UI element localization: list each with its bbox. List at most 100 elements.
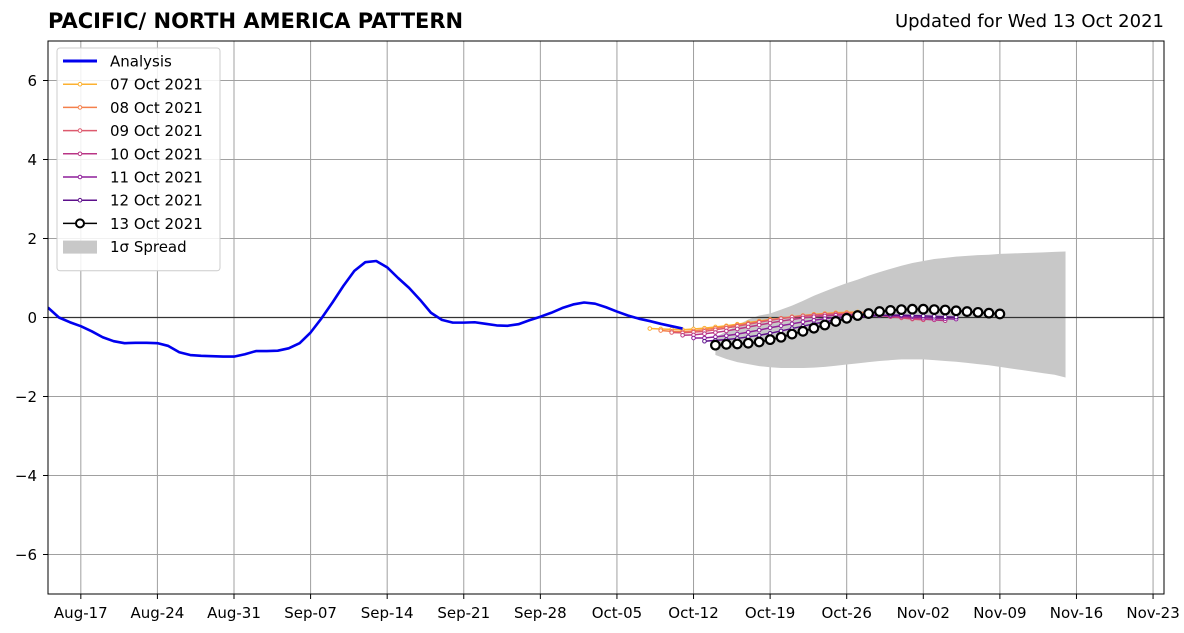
x-tick-label: Nov-23 bbox=[1126, 604, 1179, 622]
forecast-point bbox=[745, 329, 751, 335]
forecast-point bbox=[778, 318, 784, 324]
forecast-point bbox=[939, 304, 951, 316]
legend-entry: 1σ Spread bbox=[63, 238, 187, 256]
forecast-point bbox=[896, 304, 907, 316]
x-tick-label: Sep-28 bbox=[514, 604, 567, 622]
forecast-point bbox=[928, 304, 940, 316]
forecast-point bbox=[961, 306, 973, 317]
y-tick-label: −2 bbox=[15, 388, 37, 406]
forecast-point bbox=[786, 328, 798, 340]
legend-label: 1σ Spread bbox=[110, 238, 187, 256]
x-tick-label: Aug-31 bbox=[207, 604, 261, 622]
forecast-point bbox=[702, 338, 707, 344]
legend: Analysis 07 Oct 2021 08 Oct 2021 09 Oct 202… bbox=[56, 47, 221, 272]
legend-label: 09 Oct 2021 bbox=[110, 122, 203, 140]
y-tick-label: 4 bbox=[27, 151, 37, 169]
legend-box bbox=[56, 47, 221, 272]
x-tick-label: Oct-26 bbox=[821, 604, 871, 622]
legend-marker bbox=[77, 151, 83, 157]
forecast-point bbox=[731, 338, 743, 350]
legend-label: 12 Oct 2021 bbox=[110, 192, 203, 210]
forecast-point bbox=[720, 338, 732, 350]
forecast-point bbox=[863, 308, 874, 319]
forecast-point bbox=[710, 339, 721, 351]
forecast-point bbox=[753, 336, 765, 348]
forecast-point bbox=[874, 306, 885, 317]
forecast-point bbox=[983, 307, 995, 319]
forecast-point bbox=[942, 314, 948, 320]
forecast-point bbox=[742, 337, 754, 349]
forecast-point bbox=[775, 331, 787, 343]
legend-marker bbox=[77, 81, 83, 87]
legend-entry: 11 Oct 2021 bbox=[63, 169, 203, 187]
forecast-point bbox=[789, 317, 795, 322]
forecast-point bbox=[658, 328, 664, 333]
legend-entry: 13 Oct 2021 bbox=[63, 215, 203, 233]
x-tick-label: Oct-05 bbox=[592, 604, 642, 622]
forecast-point bbox=[972, 306, 984, 318]
x-tick-label: Aug-24 bbox=[131, 604, 185, 622]
forecast-point bbox=[756, 327, 762, 333]
forecast-point bbox=[830, 316, 842, 327]
legend-marker bbox=[77, 128, 83, 133]
legend-marker bbox=[77, 197, 83, 203]
forecast-point bbox=[734, 326, 740, 332]
legend-label: 13 Oct 2021 bbox=[110, 215, 203, 233]
y-tick-label: 6 bbox=[27, 72, 37, 90]
legend-label: 11 Oct 2021 bbox=[110, 169, 203, 187]
forecast-point bbox=[841, 312, 853, 324]
forecast-point bbox=[691, 335, 696, 341]
forecast-point bbox=[713, 330, 718, 335]
forecast-point bbox=[920, 313, 926, 319]
forecast-point bbox=[994, 308, 1006, 320]
forecast-point bbox=[917, 303, 929, 315]
y-tick-label: 0 bbox=[27, 309, 37, 327]
analysis-line bbox=[48, 259, 683, 358]
forecast-point bbox=[950, 305, 962, 317]
y-tick-label: −4 bbox=[15, 467, 37, 485]
y-tick-label: 2 bbox=[27, 230, 37, 248]
legend-entry: 10 Oct 2021 bbox=[63, 145, 203, 163]
forecast-point bbox=[680, 332, 685, 338]
legend-label: 08 Oct 2021 bbox=[110, 99, 203, 117]
updated-date: Updated for Wed 13 Oct 2021 bbox=[894, 11, 1164, 32]
legend-entry: Analysis bbox=[63, 53, 172, 71]
forecast-point bbox=[778, 323, 784, 329]
x-tick-label: Sep-21 bbox=[437, 604, 490, 622]
legend-label: Analysis bbox=[110, 53, 172, 71]
forecast-point bbox=[931, 314, 937, 319]
forecast-point bbox=[756, 322, 762, 328]
forecast-point bbox=[885, 304, 896, 316]
x-tick-label: Oct-19 bbox=[745, 604, 795, 622]
forecast-point bbox=[819, 319, 831, 331]
forecast-point bbox=[764, 334, 776, 346]
forecast-point bbox=[789, 321, 795, 327]
forecast-point bbox=[734, 331, 740, 337]
forecast-point bbox=[669, 330, 674, 335]
forecast-point bbox=[724, 328, 729, 334]
forecast-point bbox=[800, 315, 806, 321]
forecast-point bbox=[767, 325, 773, 331]
legend-entry: 09 Oct 2021 bbox=[63, 122, 203, 140]
series-lines bbox=[48, 259, 1006, 358]
x-tick-label: Nov-09 bbox=[973, 604, 1026, 622]
legend-marker bbox=[77, 105, 83, 110]
forecast-point bbox=[702, 331, 707, 336]
x-tick-label: Sep-07 bbox=[284, 604, 337, 622]
forecast-point bbox=[797, 325, 809, 337]
legend-entry: 12 Oct 2021 bbox=[63, 192, 203, 210]
y-tick-label: −6 bbox=[15, 546, 37, 564]
legend-label: 07 Oct 2021 bbox=[110, 76, 203, 94]
legend-entry: 08 Oct 2021 bbox=[63, 99, 203, 117]
axes: Aug-17 Aug-24 Aug-31 Sep-07 Sep-14 Sep-21 Sep-… bbox=[15, 40, 1180, 622]
x-tick-label: Sep-14 bbox=[361, 604, 414, 622]
x-tick-label: Oct-12 bbox=[668, 604, 718, 622]
forecast-point bbox=[852, 310, 864, 321]
legend-marker bbox=[75, 218, 85, 229]
forecast-point bbox=[756, 332, 762, 338]
forecast-point bbox=[647, 326, 653, 331]
chart-title: PACIFIC/ NORTH AMERICA PATTERN bbox=[48, 9, 464, 33]
legend-marker bbox=[77, 174, 83, 180]
forecast-point bbox=[800, 319, 806, 325]
